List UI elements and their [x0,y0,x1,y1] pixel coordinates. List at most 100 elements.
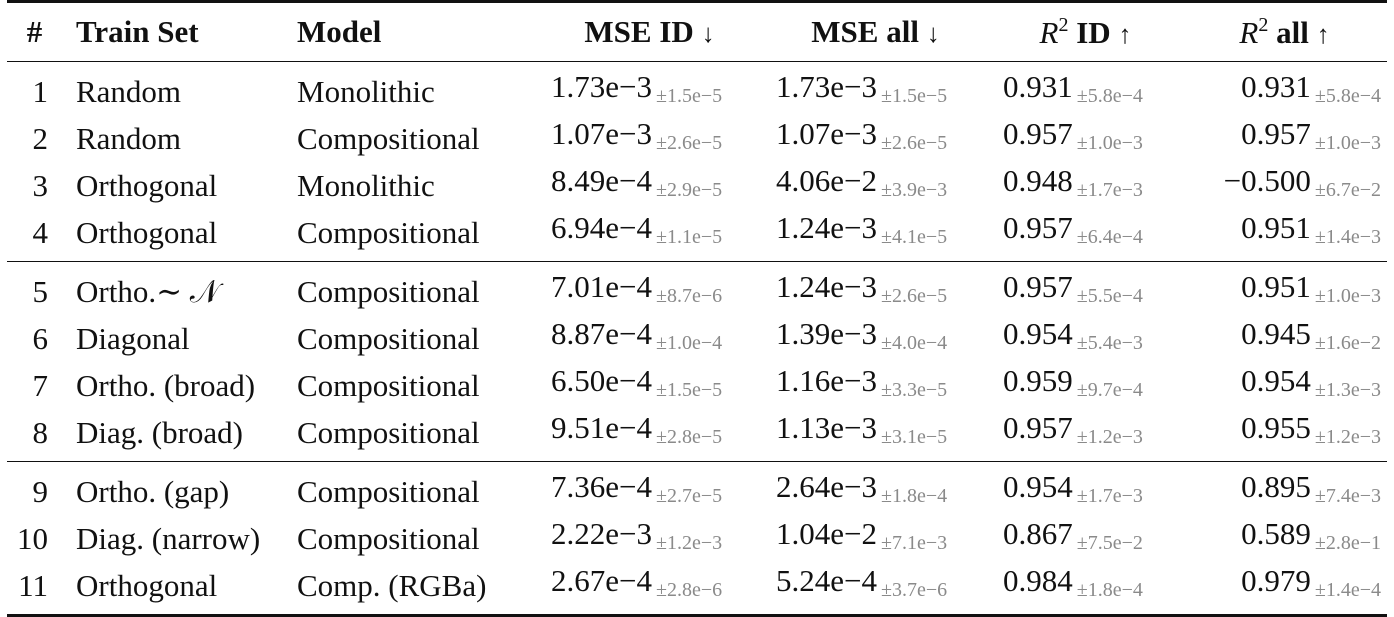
model-value: Monolithic [297,167,435,203]
r2-all-value: 0.945 [1241,316,1311,351]
model-cell: Compositional [297,315,537,362]
train-set-cell: Diag. (broad) [62,409,297,462]
mse-all-cell: 1.13e−3 ±3.1e−5 [762,409,989,462]
header-mse-id: MSE ID ↓ [537,0,762,62]
mse-all-value: 1.24e−3 [776,269,877,304]
results-table: # Train Set Model MSE ID ↓ MSE all ↓ R2 … [7,0,1387,617]
r2-all-value: 0.954 [1241,363,1311,398]
r2-id-value: 0.957 [1003,116,1073,151]
mse-id-std: ±1.2e−3 [656,532,723,554]
train-set-value: Ortho. (broad) [76,367,256,403]
r2-id-std: ±7.5e−2 [1076,532,1143,554]
r2-all-value: 0.895 [1241,469,1311,504]
mse-id-cell: 2.22e−3 ±1.2e−3 [537,515,762,562]
train-set-cell: Orthogonal [62,209,297,262]
mse-all-value: 1.13e−3 [776,410,877,445]
r2-id-cell: 0.957 ±1.0e−3 [989,115,1182,162]
r2-id-std: ±1.7e−3 [1076,179,1143,201]
mse-id-cell: 7.36e−4 ±2.7e−5 [537,461,762,515]
r2-id-cell: 0.954 ±1.7e−3 [989,461,1182,515]
row-index: 1 [7,62,62,116]
header-mse-all: MSE all ↓ [762,0,989,62]
r2-all-std: ±1.2e−3 [1314,426,1381,448]
r2-all-cell: 0.979 ±1.4e−4 [1182,562,1387,617]
model-cell: Compositional [297,261,537,315]
model-cell: Comp. (RGBa) [297,562,537,617]
header-train-set: Train Set [62,0,297,62]
mse-id-std: ±2.8e−5 [656,426,723,448]
r2-all-std: ±5.8e−4 [1314,85,1381,107]
train-set-cell: Ortho. (broad) [62,362,297,409]
model-value: Compositional [297,320,480,356]
r2-all-std: ±1.6e−2 [1314,332,1381,354]
mse-all-std: ±3.3e−5 [881,379,948,401]
r2-all-cell: 0.945 ±1.6e−2 [1182,315,1387,362]
mse-all-value: 1.39e−3 [776,316,877,351]
row-index-value: 11 [18,567,48,603]
mse-id-value: 1.07e−3 [551,116,652,151]
model-cell: Compositional [297,115,537,162]
model-value: Compositional [297,520,480,556]
results-table-figure: # Train Set Model MSE ID ↓ MSE all ↓ R2 … [7,0,1387,617]
r2-id-value: 0.931 [1003,69,1073,104]
model-value: Compositional [297,120,480,156]
model-cell: Monolithic [297,162,537,209]
mse-id-cell: 9.51e−4 ±2.8e−5 [537,409,762,462]
train-set-cell: Ortho.∼ 𝒩 [62,261,297,315]
r2-id-cell: 0.957 ±5.5e−4 [989,261,1182,315]
r2-symbol: R2 [1040,14,1069,50]
r2-id-value: 0.954 [1003,469,1073,504]
mse-all-std: ±3.1e−5 [881,426,948,448]
header-index: # [7,0,62,62]
mse-all-value: 5.24e−4 [776,563,877,598]
mse-all-value: 1.04e−2 [776,516,877,551]
table-row: 1 Random Monolithic 1.73e−3 ±1.5e−5 1.73e−3 ±1… [7,62,1387,116]
header-r2-all-label: all [1276,14,1309,50]
r2-id-cell: 0.954 ±5.4e−3 [989,315,1182,362]
row-index: 7 [7,362,62,409]
mse-id-cell: 6.50e−4 ±1.5e−5 [537,362,762,409]
r2-all-value: 0.931 [1241,69,1311,104]
mse-id-cell: 6.94e−4 ±1.1e−5 [537,209,762,262]
row-index: 6 [7,315,62,362]
train-set-value: Diagonal [76,320,190,356]
r2-all-cell: −0.500 ±6.7e−2 [1182,162,1387,209]
train-set-cell: Ortho. (gap) [62,461,297,515]
r2-id-std: ±5.4e−3 [1076,332,1143,354]
train-set-value: Diag. (broad) [76,414,243,450]
mse-id-value: 9.51e−4 [551,410,652,445]
r2-id-value: 0.957 [1003,269,1073,304]
up-arrow-icon: ↑ [1316,19,1330,49]
row-index: 2 [7,115,62,162]
table-row: 8 Diag. (broad) Compositional 9.51e−4 ±2.8e−… [7,409,1387,462]
r2-id-cell: 0.959 ±9.7e−4 [989,362,1182,409]
r2-id-value: 0.957 [1003,410,1073,445]
mse-all-std: ±4.0e−4 [881,332,948,354]
train-set-value: Random [76,73,182,109]
mse-id-value: 1.73e−3 [551,69,652,104]
model-value: Compositional [297,367,480,403]
r2-id-std: ±5.5e−4 [1076,285,1143,307]
train-set-cell: Diagonal [62,315,297,362]
r2-all-std: ±1.0e−3 [1314,132,1381,154]
r2-all-value: 0.957 [1241,116,1311,151]
r2-id-std: ±6.4e−4 [1076,226,1143,248]
row-index-value: 6 [32,320,49,356]
r2-exponent: 2 [1258,13,1269,36]
mse-id-std: ±1.0e−4 [656,332,723,354]
train-set-value: Random [76,120,182,156]
mse-all-std: ±2.6e−5 [881,132,948,154]
mse-all-cell: 1.73e−3 ±1.5e−5 [762,62,989,116]
mse-id-value: 7.01e−4 [551,269,652,304]
r2-id-std: ±1.0e−3 [1076,132,1143,154]
r2-all-cell: 0.931 ±5.8e−4 [1182,62,1387,116]
mse-id-cell: 2.67e−4 ±2.8e−6 [537,562,762,617]
row-index-value: 9 [32,473,49,509]
r2-all-std: ±1.4e−4 [1314,579,1381,601]
r2-id-std: ±9.7e−4 [1076,379,1143,401]
r2-all-std: ±6.7e−2 [1314,179,1381,201]
row-index: 3 [7,162,62,209]
model-value: Compositional [297,214,480,250]
r2-id-cell: 0.984 ±1.8e−4 [989,562,1182,617]
mse-all-cell: 1.24e−3 ±4.1e−5 [762,209,989,262]
